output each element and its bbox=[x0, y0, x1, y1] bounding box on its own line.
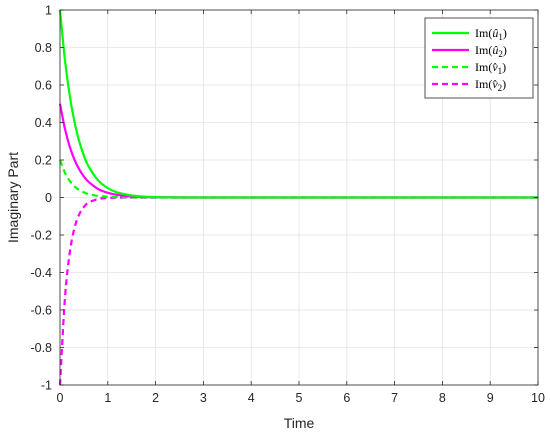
legend: Im(û1)Im(û2)Im(v̂1)Im(v̂2) bbox=[424, 17, 534, 99]
y-tick-label: -1 bbox=[41, 379, 52, 393]
legend-entry: Im(v̂2) bbox=[475, 77, 506, 93]
legend-entry-suffix: ) bbox=[503, 26, 507, 40]
x-tick-label: 4 bbox=[248, 391, 255, 405]
y-axis-label: Imaginary Part bbox=[5, 152, 21, 243]
y-tick-label: 0.4 bbox=[35, 116, 52, 130]
legend-entry-letter: û bbox=[492, 26, 498, 40]
legend-entry-prefix: Im( bbox=[475, 77, 492, 91]
legend-entry-prefix: Im( bbox=[475, 26, 492, 40]
legend-entry-subscript: 2 bbox=[498, 49, 503, 59]
legend-entry-suffix: ) bbox=[502, 60, 506, 74]
legend-entry-subscript: 1 bbox=[498, 66, 503, 76]
x-tick-label: 9 bbox=[487, 391, 494, 405]
series-line-3 bbox=[58, 159, 538, 199]
y-tick-label: -0.2 bbox=[30, 229, 52, 243]
y-tick-label: 0.2 bbox=[35, 154, 52, 168]
legend-entry-letter: û bbox=[492, 43, 498, 57]
legend-entry-letter: v̂ bbox=[492, 60, 498, 74]
y-tick-label: -0.4 bbox=[30, 266, 52, 280]
y-tick-label: 0.6 bbox=[35, 79, 52, 93]
legend-entry-subscript: 2 bbox=[498, 83, 503, 93]
y-tick-label: 0 bbox=[45, 191, 52, 205]
x-tick-label: 10 bbox=[531, 391, 545, 405]
series-line-1 bbox=[58, 9, 538, 199]
x-tick-labels: 0 1 2 3 4 5 6 7 8 9 10 bbox=[57, 391, 545, 405]
legend-entry-subscript: 1 bbox=[498, 32, 503, 42]
x-tick-label: 3 bbox=[200, 391, 207, 405]
x-tick-label: 7 bbox=[391, 391, 398, 405]
x-tick-label: 8 bbox=[439, 391, 446, 405]
x-tick-label: 5 bbox=[296, 391, 303, 405]
series-group bbox=[58, 9, 538, 386]
y-tick-label: -0.6 bbox=[30, 304, 52, 318]
legend-entry: Im(û2) bbox=[475, 43, 507, 59]
x-tick-label: 6 bbox=[343, 391, 350, 405]
legend-entry-prefix: Im( bbox=[475, 43, 492, 57]
legend-entry-letter: v̂ bbox=[492, 77, 498, 91]
y-tick-labels: -1 -0.8 -0.6 -0.4 -0.2 0 0.2 0.4 0.6 0.8 1 bbox=[30, 4, 52, 393]
legend-entry-prefix: Im( bbox=[475, 60, 492, 74]
x-tick-label: 0 bbox=[57, 391, 64, 405]
legend-entry: Im(v̂1) bbox=[475, 60, 506, 76]
legend-entry-suffix: ) bbox=[503, 43, 507, 57]
ticks-group bbox=[59, 9, 539, 386]
x-tick-label: 1 bbox=[104, 391, 111, 405]
x-axis-label: Time bbox=[284, 415, 315, 431]
y-tick-label: -0.8 bbox=[30, 341, 52, 355]
x-tick-label: 2 bbox=[152, 391, 159, 405]
y-tick-label: 1 bbox=[45, 4, 52, 18]
y-tick-label: 0.8 bbox=[35, 41, 52, 55]
legend-entry: Im(û1) bbox=[475, 26, 507, 42]
legend-entry-suffix: ) bbox=[502, 77, 506, 91]
